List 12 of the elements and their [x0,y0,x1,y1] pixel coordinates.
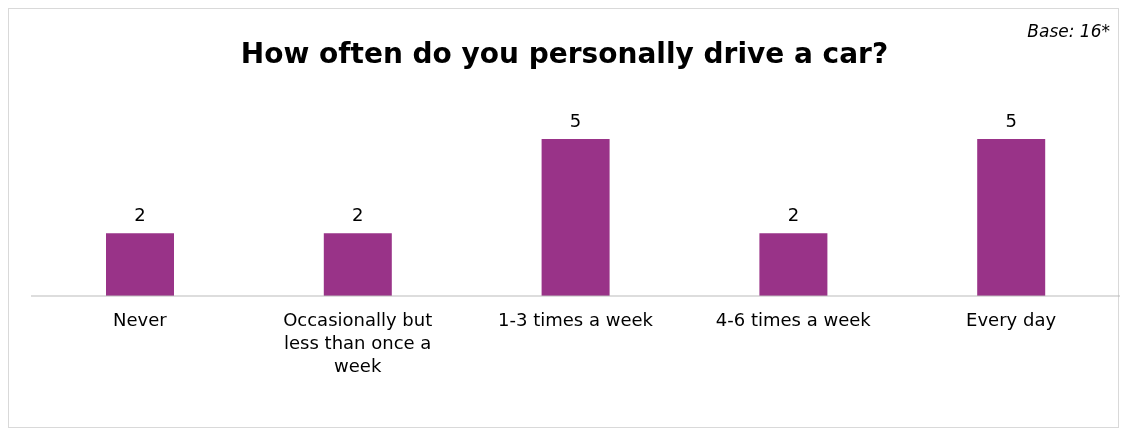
data-label: 5 [569,110,582,131]
x-tick-label: 4-6 times a week [715,309,872,330]
data-label: 2 [352,204,364,226]
x-tick-label: Never [113,309,168,330]
x-tick-label: Occasionally but less than once a week [283,309,433,376]
x-tick-label: 1-3 times a week [498,309,654,330]
data-label: 2 [787,204,800,226]
chart-title: How often do you personally drive a car? [240,37,889,70]
x-tick-label: Every day [966,309,1057,330]
text: Base: 16* [1027,21,1110,41]
data-label: 5 [1005,110,1017,131]
data-label: 2 [134,204,146,226]
